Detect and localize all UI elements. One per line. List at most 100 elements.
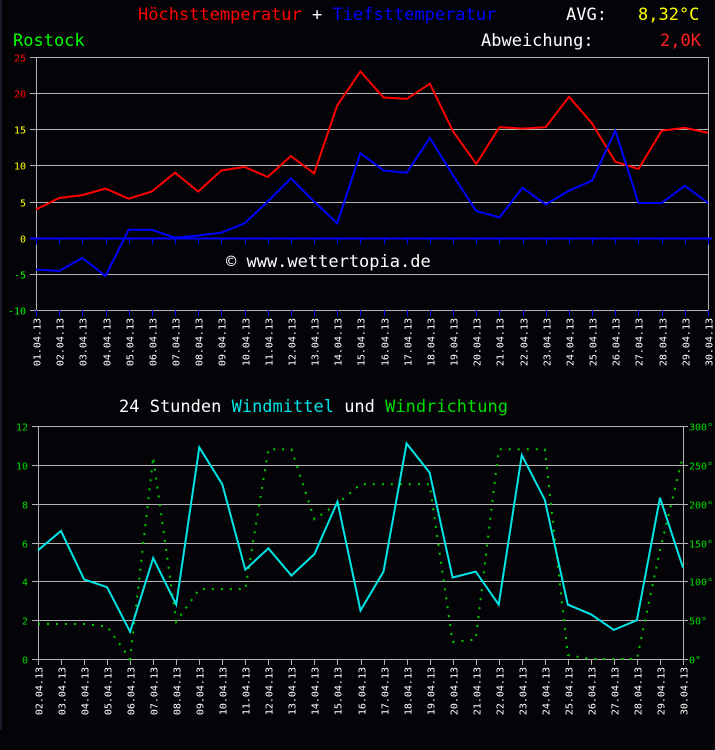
x-tick-label: 06.04.13 xyxy=(127,667,138,715)
x-tick-label: 06.04.13 xyxy=(149,318,160,366)
x-tick-label: 11.04.13 xyxy=(242,667,253,715)
y-tick-label: 5 xyxy=(20,199,26,210)
x-tick-label: 13.04.13 xyxy=(288,667,299,715)
deviation-label: Abweichung: xyxy=(481,31,594,51)
x-tick-label: 07.04.13 xyxy=(150,667,161,715)
y2-tick-label: 50° xyxy=(689,617,707,628)
title-min: Tiefsttemperatur xyxy=(332,5,497,25)
deviation-value: 2,0K xyxy=(660,31,701,51)
y2-tick-label: 250° xyxy=(689,462,713,473)
max-temp-line xyxy=(35,69,709,211)
x-tick-label: 02.04.13 xyxy=(35,667,46,715)
x-tick-label: 30.04.13 xyxy=(680,667,691,715)
x-tick-label: 08.04.13 xyxy=(195,318,206,366)
y-tick-label: -10 xyxy=(8,307,26,318)
x-tick-label: 17.04.13 xyxy=(381,667,392,715)
y-tick-label: -5 xyxy=(14,271,26,282)
x-tick-label: 27.04.13 xyxy=(611,667,622,715)
x-tick-label: 14.04.13 xyxy=(311,667,322,715)
x-tick-label: 26.04.13 xyxy=(612,318,623,366)
y-tick-label: 12 xyxy=(16,423,28,434)
x-tick-label: 23.04.13 xyxy=(519,667,530,715)
x-tick-label: 05.04.13 xyxy=(104,667,115,715)
min-temp-line xyxy=(35,127,709,278)
wind-title-part1: 24 Stunden xyxy=(119,397,232,417)
x-tick-label: 20.04.13 xyxy=(450,667,461,715)
x-tick-label: 16.04.13 xyxy=(358,667,369,715)
x-tick-label: 15.04.13 xyxy=(357,318,368,366)
x-tick-label: 14.04.13 xyxy=(334,318,345,366)
x-tick-label: 04.04.13 xyxy=(103,318,114,366)
chart-title: Höchsttemperatur + Tiefsttemperatur xyxy=(138,5,496,25)
y2-tick-label: 150° xyxy=(689,540,713,551)
x-tick-label: 03.04.13 xyxy=(58,667,69,715)
x-tick-label: 17.04.13 xyxy=(404,318,415,366)
wind-speed-line xyxy=(37,441,684,635)
y2-tick-label: 100° xyxy=(689,578,713,589)
y2-tick-label: 200° xyxy=(689,501,713,512)
x-tick-label: 09.04.13 xyxy=(218,318,229,366)
x-tick-label: 25.04.13 xyxy=(565,667,576,715)
x-tick-label: 18.04.13 xyxy=(404,667,415,715)
x-tick-label: 16.04.13 xyxy=(381,318,392,366)
wind-chart: 12 300°10 250°8 200°6 150°4 100°2 50°0 0°02.04.… xyxy=(16,423,713,716)
wind-title-und: und xyxy=(333,397,386,417)
temperature-chart: 25 20 15 10 5 0 -5 -10 01.04.13 02.04.13 03.04.13 0… xyxy=(8,54,715,367)
x-tick-label: 22.04.13 xyxy=(496,667,507,715)
y-tick-label: 10 xyxy=(16,462,28,473)
x-tick-label: 29.04.13 xyxy=(657,667,668,715)
wind-title-windrichtung: Windrichtung xyxy=(385,397,508,417)
wind-direction-line xyxy=(38,448,684,662)
y-tick-label: 10 xyxy=(14,162,26,173)
location-label: Rostock xyxy=(13,31,85,51)
x-tick-label: 25.04.13 xyxy=(589,318,600,366)
y-tick-label: 15 xyxy=(14,126,26,137)
x-tick-label: 21.04.13 xyxy=(473,667,484,715)
wind-title-windmittel: Windmittel xyxy=(231,397,334,417)
x-tick-label: 09.04.13 xyxy=(196,667,207,715)
x-tick-label: 10.04.13 xyxy=(242,318,253,366)
watermark: © www.wettertopia.de xyxy=(226,252,431,272)
y-tick-label: 2 xyxy=(22,617,28,628)
x-tick-label: 08.04.13 xyxy=(173,667,184,715)
y2-tick-label: 0° xyxy=(689,656,701,667)
x-tick-label: 28.04.13 xyxy=(634,667,645,715)
avg-value: 8,32°C xyxy=(638,5,700,25)
x-tick-label: 12.04.13 xyxy=(288,318,299,366)
x-tick-label: 27.04.13 xyxy=(635,318,646,366)
y-tick-label: 25 xyxy=(14,54,26,65)
y-tick-label: 6 xyxy=(22,540,28,551)
x-tick-label: 13.04.13 xyxy=(311,318,322,366)
x-tick-label: 24.04.13 xyxy=(542,667,553,715)
x-tick-label: 04.04.13 xyxy=(81,667,92,715)
y-tick-label: 8 xyxy=(22,501,28,512)
x-tick-label: 22.04.13 xyxy=(520,318,531,366)
window-left-edge xyxy=(0,0,2,730)
x-tick-label: 24.04.13 xyxy=(566,318,577,366)
x-tick-label: 03.04.13 xyxy=(79,318,90,366)
x-tick-label: 20.04.13 xyxy=(473,318,484,366)
x-tick-label: 12.04.13 xyxy=(265,667,276,715)
y-tick-label: 0 xyxy=(20,235,26,246)
x-tick-label: 15.04.13 xyxy=(334,667,345,715)
wind-chart-title: 24 Stunden Windmittel und Windrichtung xyxy=(119,397,508,417)
x-tick-label: 10.04.13 xyxy=(219,667,230,715)
x-tick-label: 07.04.13 xyxy=(172,318,183,366)
x-tick-label: 05.04.13 xyxy=(126,318,137,366)
x-tick-label: 28.04.13 xyxy=(659,318,670,366)
x-tick-label: 18.04.13 xyxy=(427,318,438,366)
x-tick-label: 21.04.13 xyxy=(496,318,507,366)
x-tick-label: 26.04.13 xyxy=(588,667,599,715)
y-tick-label: 20 xyxy=(14,90,26,101)
x-tick-label: 01.04.13 xyxy=(33,318,44,366)
title-max: Höchsttemperatur xyxy=(138,5,302,25)
y2-tick-label: 300° xyxy=(689,423,713,434)
x-tick-label: 19.04.13 xyxy=(450,318,461,366)
avg-label: AVG: xyxy=(566,5,607,25)
x-tick-label: 11.04.13 xyxy=(265,318,276,366)
x-tick-label: 23.04.13 xyxy=(543,318,554,366)
x-tick-label: 30.04.13 xyxy=(705,318,715,366)
x-tick-label: 29.04.13 xyxy=(682,318,693,366)
x-tick-label: 19.04.13 xyxy=(427,667,438,715)
